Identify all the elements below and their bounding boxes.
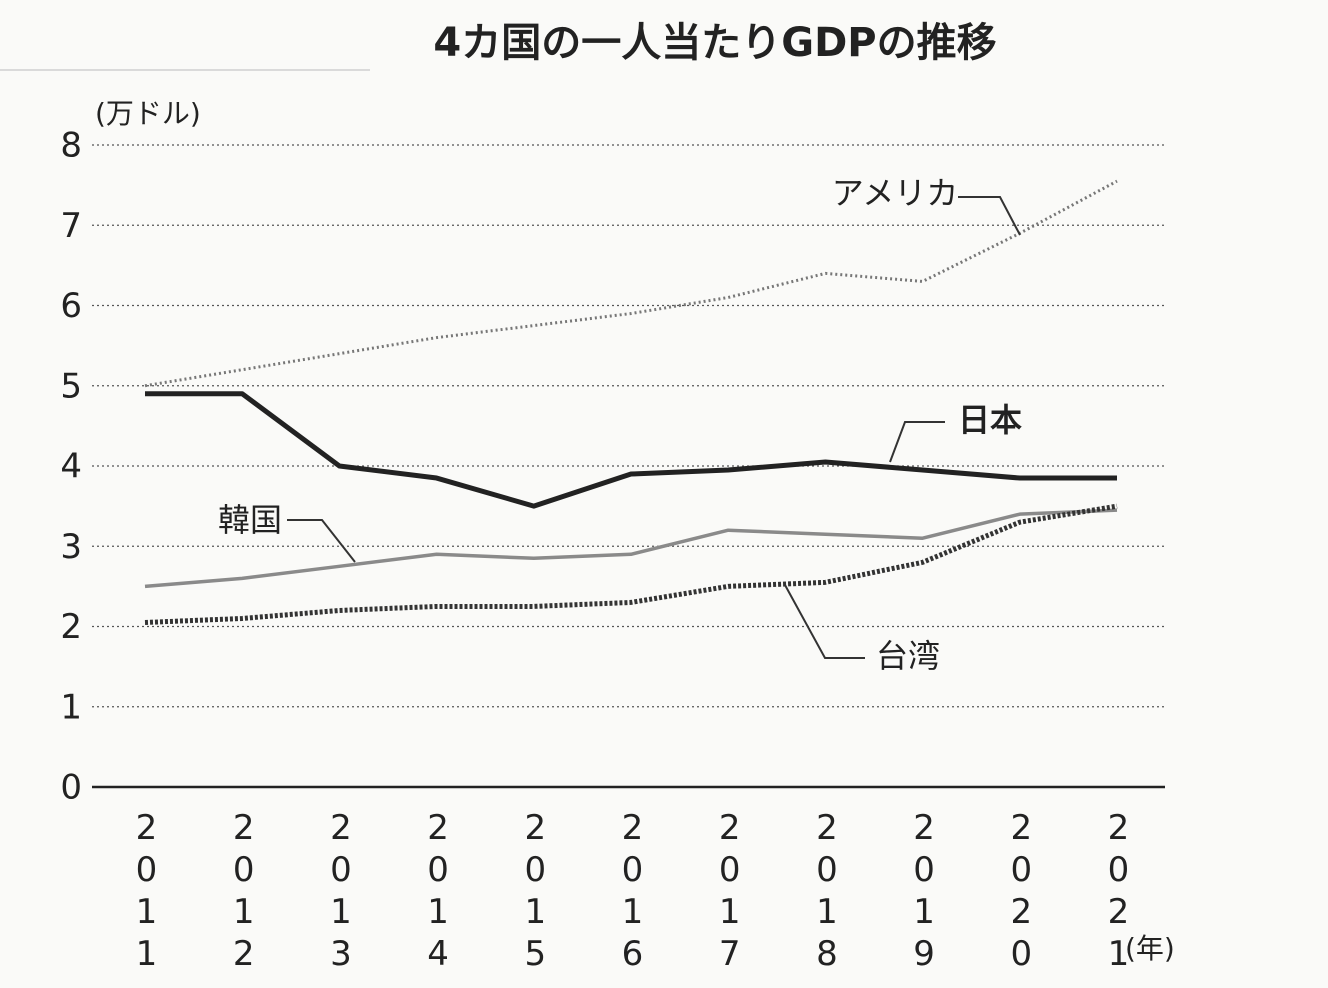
series-line bbox=[145, 391, 1117, 509]
series-line bbox=[144, 508, 1118, 589]
y-tick-label: 1 bbox=[60, 687, 82, 727]
y-tick-label: 4 bbox=[60, 447, 82, 487]
x-tick-label: 2017 bbox=[710, 808, 750, 976]
leader-line bbox=[958, 196, 1021, 236]
y-tick-label: 2 bbox=[60, 607, 82, 647]
x-tick-label: 2011 bbox=[127, 808, 167, 976]
leader-line bbox=[784, 584, 865, 659]
y-axis-label: (万ドル) bbox=[95, 97, 201, 130]
y-tick-label: 7 bbox=[60, 206, 82, 246]
series-label: 日本 bbox=[958, 401, 1022, 439]
x-tick-label: 2014 bbox=[418, 808, 458, 976]
series-line bbox=[144, 503, 1118, 625]
x-axis-label: (年) bbox=[1125, 932, 1175, 965]
y-tick-label: 3 bbox=[60, 527, 82, 567]
chart-title: 4カ国の一人当たりGDPの推移 bbox=[433, 20, 996, 66]
x-tick-label: 2015 bbox=[515, 808, 555, 976]
x-tick-label: 2018 bbox=[807, 808, 847, 976]
x-tick-label: 2013 bbox=[321, 808, 361, 976]
x-tick-label: 2012 bbox=[224, 808, 264, 976]
x-tick-label: 2016 bbox=[613, 808, 653, 976]
series-label: 台湾 bbox=[876, 637, 940, 675]
leader-line bbox=[889, 421, 945, 463]
series-label: 韓国 bbox=[218, 501, 282, 539]
y-tick-label: 6 bbox=[60, 286, 82, 326]
x-tick-label: 2021 bbox=[1099, 808, 1139, 976]
leader-line bbox=[287, 519, 356, 563]
x-tick-label: 2019 bbox=[904, 808, 944, 976]
x-tick-label: 2020 bbox=[1001, 808, 1041, 976]
y-tick-label: 0 bbox=[60, 768, 82, 808]
y-tick-label: 5 bbox=[60, 366, 82, 406]
series-label: アメリカ bbox=[832, 174, 958, 212]
y-tick-label: 8 bbox=[60, 126, 82, 166]
series-line bbox=[144, 179, 1118, 388]
